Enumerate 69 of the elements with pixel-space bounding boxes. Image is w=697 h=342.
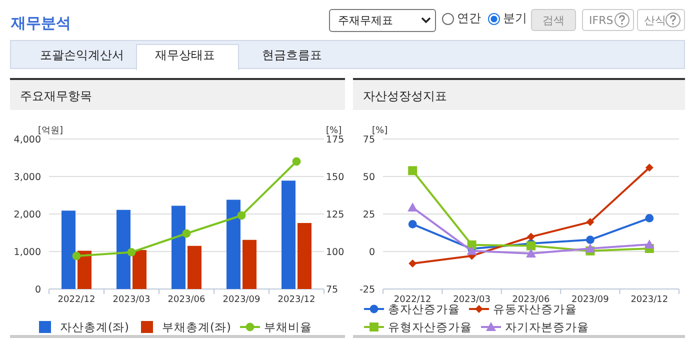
chart-title: 주요재무항목 — [20, 88, 92, 105]
point — [644, 239, 654, 248]
y2-axis-title: [%] — [326, 126, 342, 136]
point — [237, 211, 246, 220]
point — [586, 218, 594, 226]
x-tick-label: 2023/06 — [168, 295, 206, 305]
bar — [172, 206, 186, 289]
point — [292, 157, 301, 166]
text: 주재무제표 — [329, 9, 436, 32]
point — [408, 220, 417, 228]
point — [408, 202, 418, 212]
legend-label: 부채총계(좌) — [162, 320, 231, 334]
y2-tick-label: 150 — [326, 172, 344, 183]
text: 연간 — [457, 10, 481, 27]
y2-tick-label: 175 — [326, 134, 344, 146]
legend-label: 유형자산증가율 — [388, 320, 472, 334]
point — [526, 241, 536, 250]
point — [527, 232, 535, 241]
y2-tick-label: 100 — [326, 247, 344, 258]
y-tick-label: -25 — [359, 284, 375, 296]
point — [645, 214, 654, 222]
text: 검색 — [531, 9, 576, 31]
y-tick-label: 75 — [362, 134, 375, 146]
text: 재무상태표 — [155, 47, 215, 64]
y-tick-label: 2,000 — [14, 210, 41, 220]
bar — [116, 210, 130, 289]
y2-tick-label: 125 — [326, 210, 344, 220]
y-tick-label: 4,000 — [14, 134, 41, 146]
y-tick-label: 50 — [362, 172, 375, 183]
x-tick-label: 2022/12 — [58, 295, 96, 305]
point — [182, 229, 191, 238]
y-axis-title: [억원] — [38, 126, 64, 136]
legend-label: 부채비율 — [264, 320, 312, 334]
text: 재무분석 — [11, 14, 71, 33]
text: IFRS — [582, 9, 634, 31]
y-axis-title: [%] — [372, 126, 388, 136]
point — [586, 236, 594, 244]
point — [127, 248, 136, 256]
text: 산식 — [637, 9, 685, 31]
y-tick-label: 1,000 — [14, 247, 41, 258]
y-tick-label: 3,000 — [14, 172, 41, 183]
point — [408, 166, 418, 176]
point — [408, 260, 417, 268]
legend-label: 자기자본증가율 — [505, 320, 589, 334]
point — [526, 248, 536, 258]
bar — [226, 200, 240, 289]
bar — [62, 210, 76, 289]
point — [585, 244, 596, 252]
bar — [132, 250, 146, 289]
x-tick-label: 2023/12 — [278, 295, 316, 305]
y2-tick-label: 75 — [326, 284, 338, 296]
bar — [282, 180, 296, 289]
text: 포괄손익계산서 — [40, 47, 124, 64]
y-tick-label: 25 — [362, 210, 375, 220]
text: 분기 — [503, 10, 527, 27]
legend-label: 자산총계(좌) — [60, 320, 129, 334]
x-tick-label: 2023/12 — [630, 295, 668, 305]
point — [72, 252, 81, 260]
x-tick-label: 2023/09 — [222, 295, 260, 305]
bar — [298, 223, 312, 289]
point — [645, 164, 654, 172]
y-tick-label: 0 — [368, 247, 375, 258]
bar — [78, 250, 92, 289]
x-tick-label: 2023/03 — [112, 295, 150, 305]
chart-title: 자산성장성지표 — [363, 88, 447, 105]
bar — [188, 246, 202, 289]
text: 현금흐름표 — [262, 47, 322, 64]
bar — [242, 240, 256, 289]
y-tick-label: 0 — [34, 284, 41, 296]
